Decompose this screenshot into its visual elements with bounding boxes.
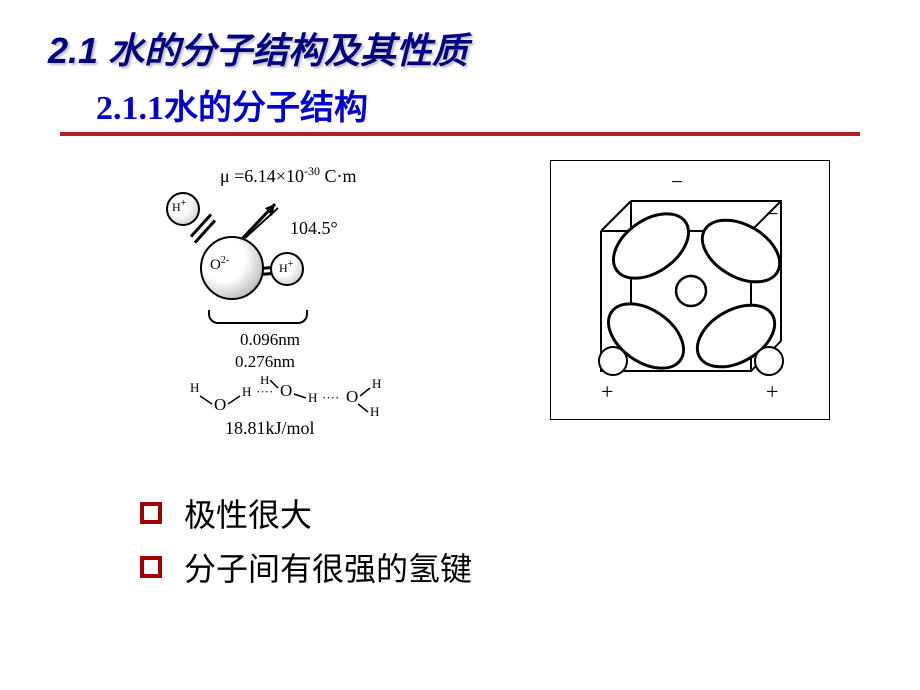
mu-exponent: -30 xyxy=(304,164,320,178)
chain-dots: ···· xyxy=(322,390,339,405)
bullet-text: 分子间有很强的氢键 xyxy=(184,544,472,590)
chain-o: O xyxy=(346,387,358,406)
mu-prefix: μ =6.14×10 xyxy=(220,166,304,186)
bullet-text: 极性很大 xyxy=(184,490,312,536)
h-symbol: H xyxy=(279,261,288,275)
bond-length-2-label: 0.276nm xyxy=(235,352,295,372)
hydrogen-label: H+ xyxy=(279,259,293,276)
bond-angle-label: 104.5° xyxy=(290,218,338,239)
plus-sign: + xyxy=(601,379,613,404)
list-item: 分子间有很强的氢键 xyxy=(140,544,472,590)
chain-o: O xyxy=(214,395,226,414)
chain-o: O xyxy=(280,381,292,400)
bullet-box-icon xyxy=(140,502,162,524)
bullet-box-icon xyxy=(140,556,162,578)
brace-icon xyxy=(208,310,308,324)
minus-sign: − xyxy=(671,169,683,194)
hbond-energy-label: 18.81kJ/mol xyxy=(225,418,315,439)
chain-h: H xyxy=(370,404,379,416)
water-molecule-figure: μ =6.14×10-30 C·m O2- H+ H+ 104.5° 0.096… xyxy=(130,160,440,450)
chain-h: H xyxy=(242,384,251,399)
minus-sign: − xyxy=(766,201,778,226)
mu-unit: C·m xyxy=(324,166,356,186)
chain-h: H xyxy=(372,376,381,391)
horizontal-rule xyxy=(60,132,860,136)
bullet-list: 极性很大 分子间有很强的氢键 xyxy=(140,490,472,598)
list-item: 极性很大 xyxy=(140,490,472,536)
tetrahedral-svg: − − + + xyxy=(551,161,829,419)
subsection-heading: 2.1.1水的分子结构 xyxy=(96,80,368,129)
chain-h: H xyxy=(260,376,269,387)
h-charge: + xyxy=(181,198,187,209)
o-symbol: O xyxy=(210,257,221,273)
h-charge: + xyxy=(288,259,294,270)
section-heading: 2.1 水的分子结构及其性质 xyxy=(48,22,468,74)
oxygen-label: O2- xyxy=(210,255,229,274)
plus-sign: + xyxy=(766,379,778,404)
chain-h: H xyxy=(190,380,199,395)
tetrahedral-orbital-figure: − − + + xyxy=(550,160,830,420)
hydrogen-label: H+ xyxy=(172,198,186,215)
hydrogen-bond-chain: H O H ···· O H H ···· O H H xyxy=(182,376,392,416)
o-charge: 2- xyxy=(221,255,229,266)
bond-length-1-label: 0.096nm xyxy=(240,330,300,350)
dipole-moment-label: μ =6.14×10-30 C·m xyxy=(220,164,356,187)
chain-h: H xyxy=(308,390,317,405)
h-symbol: H xyxy=(172,200,181,214)
